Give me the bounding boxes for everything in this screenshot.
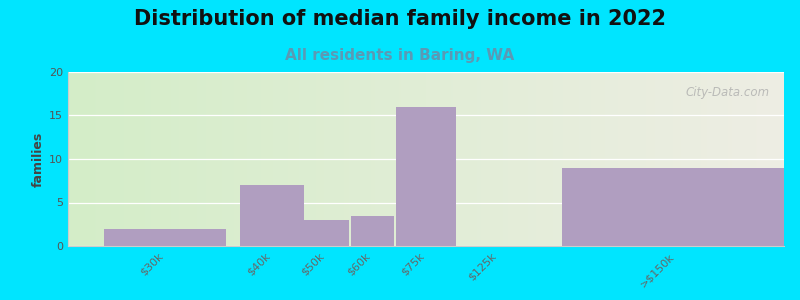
Bar bbox=[302, 220, 349, 246]
Bar bbox=[562, 168, 791, 246]
Y-axis label: families: families bbox=[32, 131, 45, 187]
Text: All residents in Baring, WA: All residents in Baring, WA bbox=[286, 48, 514, 63]
Text: Distribution of median family income in 2022: Distribution of median family income in … bbox=[134, 9, 666, 29]
Text: City-Data.com: City-Data.com bbox=[686, 86, 770, 99]
Bar bbox=[240, 185, 304, 246]
Bar bbox=[104, 229, 226, 246]
Bar bbox=[395, 107, 457, 246]
Bar bbox=[351, 215, 394, 246]
